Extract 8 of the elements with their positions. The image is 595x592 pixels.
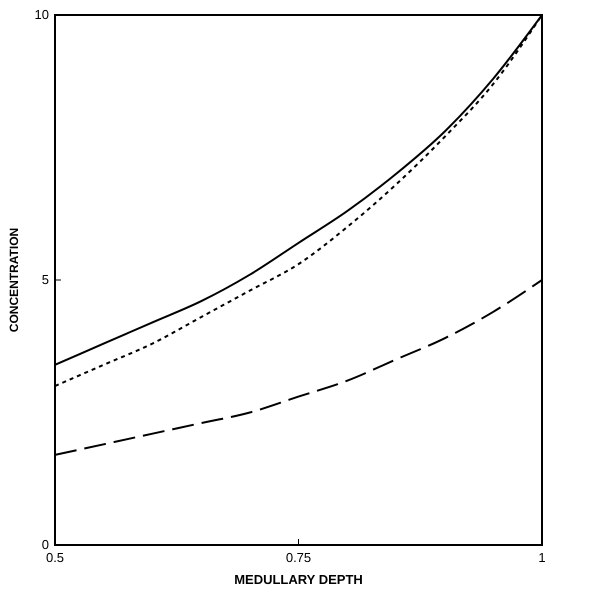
y-tick-label: 5	[42, 272, 49, 288]
y-tick-label: 0	[42, 537, 49, 552]
y-tick-label: 10	[34, 7, 49, 22]
x-tick-label: 0.5	[46, 550, 64, 566]
y-axis-title: CONCENTRATION	[7, 228, 21, 332]
x-tick-label: 1	[538, 550, 546, 566]
x-tick-label: 0.75	[286, 550, 312, 566]
x-axis-title: MEDULLARY DEPTH	[234, 572, 363, 587]
